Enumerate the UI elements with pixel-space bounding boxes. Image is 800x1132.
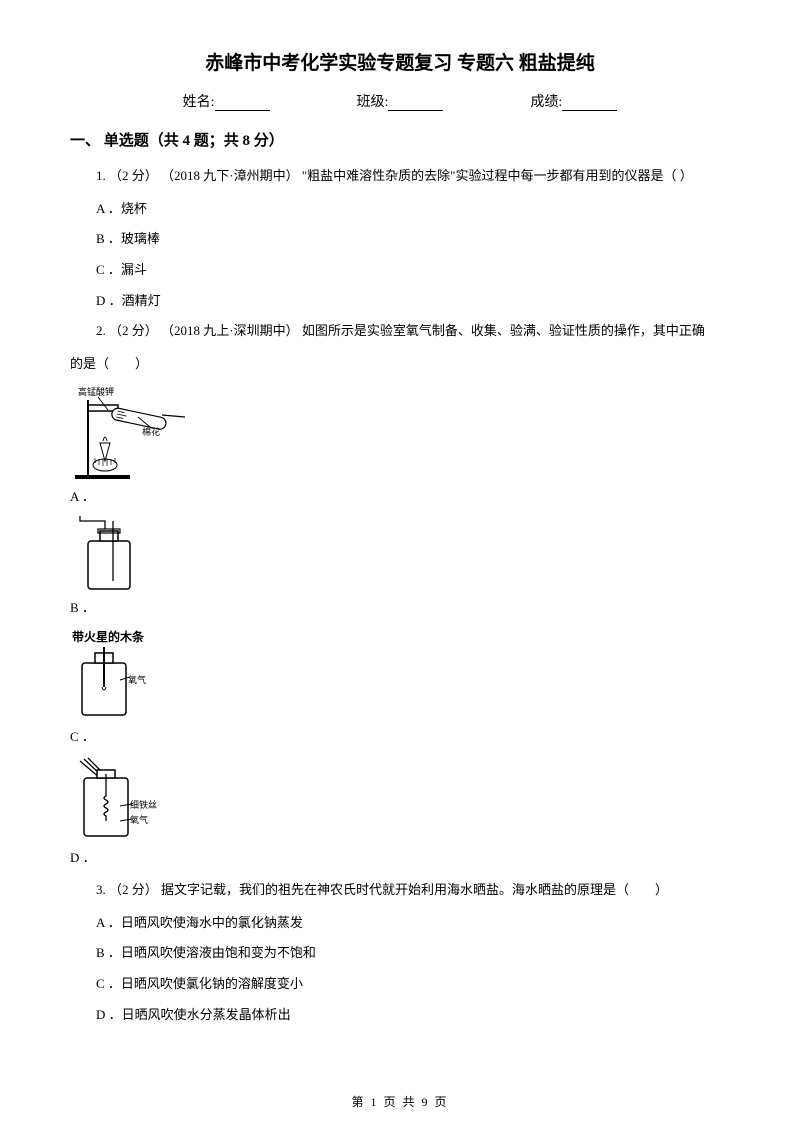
q1-option-d: D ．酒精灯 [70, 289, 730, 314]
info-line: 姓名: 班级: 成绩: [70, 91, 730, 111]
class-blank [388, 97, 443, 111]
q2-diagram-d: 细铁丝 氧气 [70, 756, 730, 846]
section-header: 一、 单选题（共 4 题；共 8 分） [70, 129, 730, 150]
q2-text-part2: 的是（ ） [70, 352, 730, 377]
name-blank [215, 97, 270, 111]
q3-option-d: D ．日晒风吹使水分蒸发晶体析出 [70, 1003, 730, 1028]
q3-option-c: C ．日晒风吹使氯化钠的溶解度变小 [70, 972, 730, 997]
q2-diagram-a: 高锰酸钾 棉花 [70, 385, 730, 485]
score-blank [562, 97, 617, 111]
q2-diagram-b [70, 516, 730, 596]
q1-option-b: B ．玻璃棒 [70, 227, 730, 252]
q2-option-d: D ． [70, 848, 730, 870]
q3-text: 3. （2 分） 据文字记载，我们的祖先在神农氏时代就开始利用海水晒盐。海水晒盐… [70, 878, 730, 903]
name-label: 姓名: [183, 95, 215, 110]
q2-text-part1: 2. （2 分） （2018 九上·深圳期中） 如图所示是实验室氧气制备、收集、… [70, 319, 730, 344]
label-wood: 带火星的木条 [72, 628, 730, 645]
q2-diagram-c: 氧气 [70, 645, 730, 725]
class-label: 班级: [357, 95, 389, 110]
q3-option-a: A ．日晒风吹使海水中的氯化钠蒸发 [70, 911, 730, 936]
label-kmno4: 高锰酸钾 [78, 386, 114, 397]
score-label: 成绩: [530, 95, 562, 110]
q1-option-a: A ．烧杯 [70, 197, 730, 222]
label-oxygen-c: 氧气 [128, 674, 146, 685]
q1-text: 1. （2 分） （2018 九下·漳州期中） "粗盐中难溶性杂质的去除"实验过… [70, 164, 730, 189]
q3-option-b: B ．日晒风吹使溶液由饱和变为不饱和 [70, 941, 730, 966]
q2-option-a: A ． [70, 487, 730, 509]
label-ironwire: 细铁丝 [130, 799, 157, 810]
q1-option-c: C ．漏斗 [70, 258, 730, 283]
page-title: 赤峰市中考化学实验专题复习 专题六 粗盐提纯 [70, 48, 730, 75]
q2-option-b: B ． [70, 598, 730, 620]
footer: 第 1 页 共 9 页 [0, 1093, 800, 1110]
label-cotton: 棉花 [142, 426, 160, 437]
label-oxygen-d: 氧气 [130, 814, 148, 825]
q2-option-c: C ． [70, 727, 730, 749]
